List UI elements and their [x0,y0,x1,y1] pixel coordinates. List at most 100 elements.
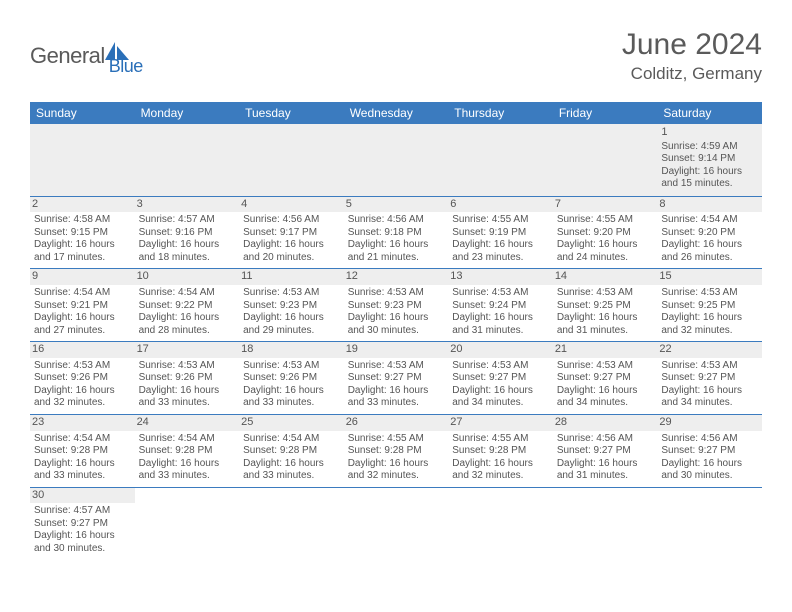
sunset-line: Sunset: 9:24 PM [452,300,549,313]
calendar-day: 18Sunrise: 4:53 AMSunset: 9:26 PMDayligh… [239,342,344,415]
daylight-line: Daylight: 16 hours and 31 minutes. [557,312,654,337]
daylight-line: Daylight: 16 hours and 24 minutes. [557,239,654,264]
daylight-line: Daylight: 16 hours and 18 minutes. [139,239,236,264]
calendar-week: 16Sunrise: 4:53 AMSunset: 9:26 PMDayligh… [30,342,762,415]
daylight-line: Daylight: 16 hours and 34 minutes. [452,385,549,410]
sunset-line: Sunset: 9:27 PM [661,372,758,385]
day-number: 23 [30,415,135,431]
sunrise-line: Sunrise: 4:53 AM [452,360,549,373]
sunrise-line: Sunrise: 4:55 AM [452,433,549,446]
daylight-line: Daylight: 16 hours and 33 minutes. [139,385,236,410]
sunset-line: Sunset: 9:26 PM [34,372,131,385]
sunset-line: Sunset: 9:23 PM [243,300,340,313]
logo-text-blue: Blue [109,56,143,77]
calendar-empty [448,487,553,559]
day-number: 2 [30,197,135,213]
calendar-day: 24Sunrise: 4:54 AMSunset: 9:28 PMDayligh… [135,414,240,487]
daylight-line: Daylight: 16 hours and 29 minutes. [243,312,340,337]
day-number: 14 [553,269,658,285]
day-number: 6 [448,197,553,213]
sunset-line: Sunset: 9:27 PM [557,372,654,385]
calendar-day: 5Sunrise: 4:56 AMSunset: 9:18 PMDaylight… [344,196,449,269]
sunset-line: Sunset: 9:28 PM [348,445,445,458]
sunset-line: Sunset: 9:16 PM [139,227,236,240]
daylight-line: Daylight: 16 hours and 30 minutes. [661,458,758,483]
day-number: 19 [344,342,449,358]
daylight-line: Daylight: 16 hours and 33 minutes. [34,458,131,483]
daylight-line: Daylight: 16 hours and 34 minutes. [557,385,654,410]
weekday-header: Saturday [657,102,762,124]
calendar-day: 27Sunrise: 4:55 AMSunset: 9:28 PMDayligh… [448,414,553,487]
sunrise-line: Sunrise: 4:53 AM [661,360,758,373]
sunset-line: Sunset: 9:15 PM [34,227,131,240]
sunset-line: Sunset: 9:25 PM [557,300,654,313]
daylight-line: Daylight: 16 hours and 17 minutes. [34,239,131,264]
daylight-line: Daylight: 16 hours and 30 minutes. [348,312,445,337]
sunrise-line: Sunrise: 4:59 AM [661,141,758,154]
calendar-empty [344,487,449,559]
weekday-header-row: SundayMondayTuesdayWednesdayThursdayFrid… [30,102,762,124]
daylight-line: Daylight: 16 hours and 26 minutes. [661,239,758,264]
sunset-line: Sunset: 9:20 PM [557,227,654,240]
calendar-week: 9Sunrise: 4:54 AMSunset: 9:21 PMDaylight… [30,269,762,342]
sunset-line: Sunset: 9:28 PM [34,445,131,458]
calendar-day: 12 Sunrise: 4:53 AMSunset: 9:23 PMDayligh… [344,269,449,342]
calendar-day: 29Sunrise: 4:56 AMSunset: 9:27 PMDayligh… [657,414,762,487]
calendar-day: 2Sunrise: 4:58 AMSunset: 9:15 PMDaylight… [30,196,135,269]
calendar-empty [657,487,762,559]
sunset-line: Sunset: 9:25 PM [661,300,758,313]
calendar-empty [239,124,344,196]
sunrise-line: Sunrise: 4:54 AM [34,433,131,446]
calendar-week: 1Sunrise: 4:59 AMSunset: 9:14 PMDaylight… [30,124,762,196]
weekday-header: Sunday [30,102,135,124]
day-number: 22 [657,342,762,358]
calendar-day: 26Sunrise: 4:55 AMSunset: 9:28 PMDayligh… [344,414,449,487]
day-number: 18 [239,342,344,358]
sunrise-line: Sunrise: 4:55 AM [452,214,549,227]
sunset-line: Sunset: 9:28 PM [243,445,340,458]
calendar-day: 4Sunrise: 4:56 AMSunset: 9:17 PMDaylight… [239,196,344,269]
calendar-day: 3Sunrise: 4:57 AMSunset: 9:16 PMDaylight… [135,196,240,269]
calendar-week: 2Sunrise: 4:58 AMSunset: 9:15 PMDaylight… [30,196,762,269]
day-number: 9 [30,269,135,285]
calendar-empty [135,487,240,559]
calendar-day: 19Sunrise: 4:53 AMSunset: 9:27 PMDayligh… [344,342,449,415]
sunrise-line: Sunrise: 4:53 AM [34,360,131,373]
calendar-week: 23Sunrise: 4:54 AMSunset: 9:28 PMDayligh… [30,414,762,487]
daylight-line: Daylight: 16 hours and 32 minutes. [661,312,758,337]
calendar-day: 9Sunrise: 4:54 AMSunset: 9:21 PMDaylight… [30,269,135,342]
day-number: 12 [344,269,449,285]
title-block: June 2024 Colditz, Germany [622,28,762,84]
logo: General Blue [30,34,143,77]
sunset-line: Sunset: 9:23 PM [348,300,445,313]
daylight-line: Daylight: 16 hours and 33 minutes. [139,458,236,483]
calendar-day: 25Sunrise: 4:54 AMSunset: 9:28 PMDayligh… [239,414,344,487]
calendar-empty [344,124,449,196]
calendar-empty [135,124,240,196]
daylight-line: Daylight: 16 hours and 33 minutes. [243,385,340,410]
sunset-line: Sunset: 9:18 PM [348,227,445,240]
sunset-line: Sunset: 9:20 PM [661,227,758,240]
calendar-day: 15Sunrise: 4:53 AMSunset: 9:25 PMDayligh… [657,269,762,342]
day-number: 11 [239,269,344,285]
sunrise-line: Sunrise: 4:53 AM [348,287,445,300]
sunrise-line: Sunrise: 4:56 AM [348,214,445,227]
sunrise-line: Sunrise: 4:54 AM [243,433,340,446]
day-number: 17 [135,342,240,358]
sunrise-line: Sunrise: 4:56 AM [243,214,340,227]
day-number: 24 [135,415,240,431]
daylight-line: Daylight: 16 hours and 32 minutes. [348,458,445,483]
sunrise-line: Sunrise: 4:54 AM [34,287,131,300]
daylight-line: Daylight: 16 hours and 31 minutes. [452,312,549,337]
sunrise-line: Sunrise: 4:53 AM [243,360,340,373]
calendar-day: 21Sunrise: 4:53 AMSunset: 9:27 PMDayligh… [553,342,658,415]
sunrise-line: Sunrise: 4:54 AM [661,214,758,227]
sunrise-line: Sunrise: 4:57 AM [139,214,236,227]
calendar-day: 6Sunrise: 4:55 AMSunset: 9:19 PMDaylight… [448,196,553,269]
day-number: 29 [657,415,762,431]
calendar-day: 8Sunrise: 4:54 AMSunset: 9:20 PMDaylight… [657,196,762,269]
sunrise-line: Sunrise: 4:53 AM [139,360,236,373]
daylight-line: Daylight: 16 hours and 34 minutes. [661,385,758,410]
sunrise-line: Sunrise: 4:53 AM [557,287,654,300]
day-number: 7 [553,197,658,213]
